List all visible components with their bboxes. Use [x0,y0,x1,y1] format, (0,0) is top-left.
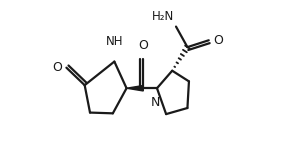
Text: O: O [138,39,148,52]
Text: N: N [151,96,160,109]
Text: O: O [213,34,223,47]
Text: NH: NH [106,35,123,48]
Polygon shape [127,85,143,91]
Text: H₂N: H₂N [152,10,175,23]
Text: O: O [53,61,63,74]
